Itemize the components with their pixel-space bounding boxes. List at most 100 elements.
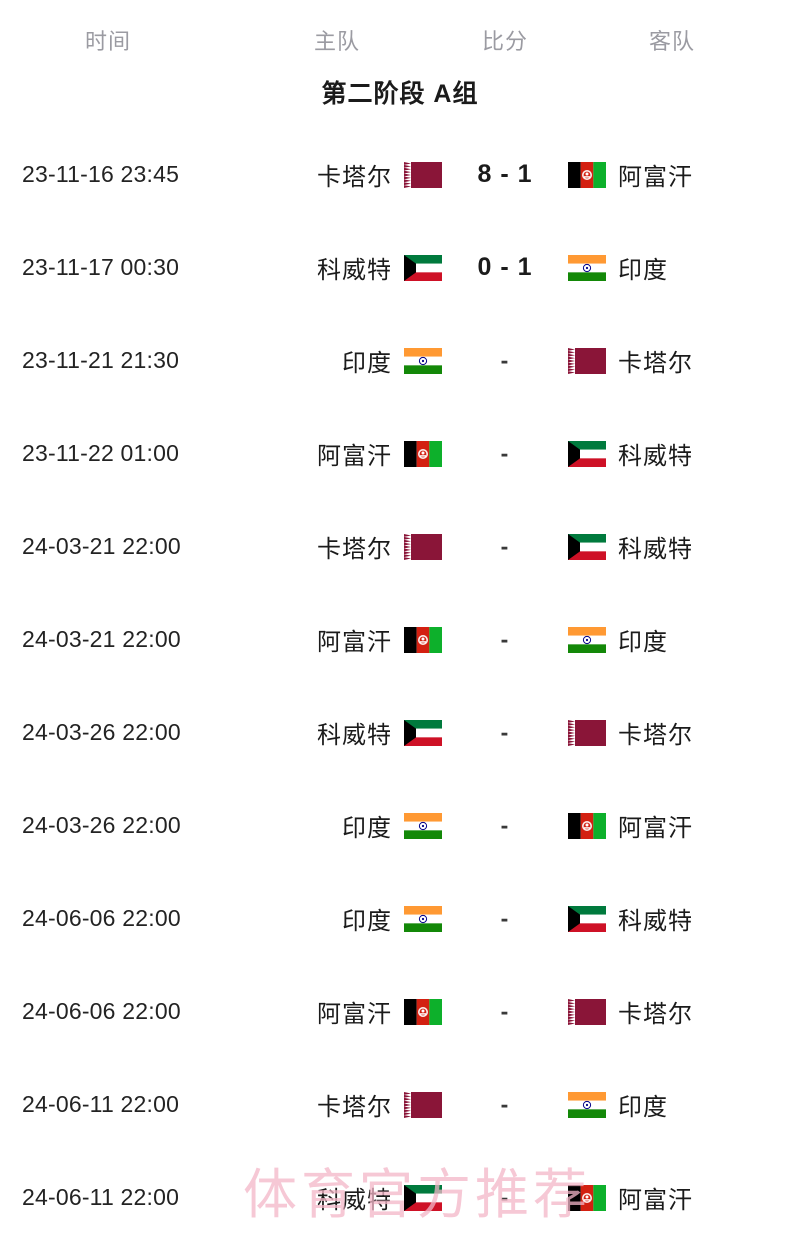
match-row[interactable]: 24-06-11 22:00 卡塔尔 - 印度 [0,1058,800,1151]
home-team[interactable]: 科威特 [260,221,442,314]
match-row[interactable]: 24-03-21 22:00 阿富汗 - 印度 [0,593,800,686]
india-flag [568,1091,606,1118]
home-team[interactable]: 科威特 [260,1151,442,1244]
away-team[interactable]: 印度 [568,221,778,314]
away-team[interactable]: 卡塔尔 [568,686,778,779]
home-team-name: 阿富汗 [317,1001,392,1028]
match-list: 23-11-16 23:45 卡塔尔 8 - 1 阿富汗 23-11-17 00:30 科… [0,128,800,1244]
india-flag [568,254,606,281]
home-team[interactable]: 印度 [260,779,442,872]
column-header-away: 客队 [648,29,696,54]
home-team[interactable]: 印度 [260,872,442,965]
away-team[interactable]: 科威特 [568,407,778,500]
home-team-name: 印度 [342,815,392,842]
afghanistan-flag [404,626,442,653]
home-team-name: 卡塔尔 [317,1094,392,1121]
india-flag [568,626,606,653]
away-team-name: 阿富汗 [618,1187,693,1214]
away-team-name: 卡塔尔 [618,722,693,749]
home-team[interactable]: 阿富汗 [260,407,442,500]
away-team-name: 阿富汗 [618,164,693,191]
india-flag [404,905,442,932]
kuwait-flag [568,905,606,932]
afghanistan-flag [404,998,442,1025]
column-header-score: 比分 [481,29,529,54]
match-row[interactable]: 24-06-06 22:00 印度 - 科威特 [0,872,800,965]
match-score-placeholder: - [500,905,510,931]
away-team[interactable]: 阿富汗 [568,1151,778,1244]
home-team-name: 科威特 [317,1187,392,1214]
kuwait-flag [404,1184,442,1211]
match-time: 24-03-26 22:00 [22,812,181,838]
match-row[interactable]: 23-11-21 21:30 印度 - 卡塔尔 [0,314,800,407]
match-time: 23-11-16 23:45 [22,161,180,187]
match-time: 24-06-11 22:00 [22,1184,180,1210]
match-score-placeholder: - [500,1091,510,1117]
home-team[interactable]: 阿富汗 [260,965,442,1058]
away-team-name: 卡塔尔 [618,350,693,377]
match-time: 23-11-22 01:00 [22,440,180,466]
match-score-placeholder: - [500,719,510,745]
match-time: 24-03-21 22:00 [22,626,181,652]
qatar-flag [568,347,606,374]
home-team[interactable]: 卡塔尔 [260,128,442,221]
match-time: 24-06-06 22:00 [22,905,181,931]
away-team[interactable]: 阿富汗 [568,128,778,221]
home-team[interactable]: 科威特 [260,686,442,779]
match-row[interactable]: 24-03-26 22:00 印度 - 阿富汗 [0,779,800,872]
away-team[interactable]: 阿富汗 [568,779,778,872]
kuwait-flag [568,533,606,560]
afghanistan-flag [568,161,606,188]
qatar-flag [404,533,442,560]
home-team[interactable]: 卡塔尔 [260,500,442,593]
home-team[interactable]: 卡塔尔 [260,1058,442,1151]
match-time: 24-03-26 22:00 [22,719,181,745]
away-team[interactable]: 科威特 [568,500,778,593]
match-score-placeholder: - [500,347,510,373]
match-score-placeholder: - [500,440,510,466]
home-team[interactable]: 阿富汗 [260,593,442,686]
column-header-time: 时间 [84,29,132,54]
match-row[interactable]: 24-06-11 22:00 科威特 - 阿富汗 [0,1151,800,1244]
match-row[interactable]: 23-11-16 23:45 卡塔尔 8 - 1 阿富汗 [0,128,800,221]
match-score: 8 - 1 [477,160,533,188]
away-team[interactable]: 印度 [568,1058,778,1151]
home-team-name: 科威特 [317,257,392,284]
qatar-flag [568,719,606,746]
away-team-name: 科威特 [618,536,693,563]
group-title-label: 第二阶段 A组 [321,80,479,108]
away-team-name: 科威特 [618,443,693,470]
away-team-name: 阿富汗 [618,815,693,842]
match-row[interactable]: 24-03-21 22:00 卡塔尔 - 科威特 [0,500,800,593]
home-team-name: 阿富汗 [317,629,392,656]
match-row[interactable]: 23-11-17 00:30 科威特 0 - 1 印度 [0,221,800,314]
match-row[interactable]: 24-03-26 22:00 科威特 - 卡塔尔 [0,686,800,779]
qatar-flag [568,998,606,1025]
afghanistan-flag [404,440,442,467]
match-time: 24-03-21 22:00 [22,533,181,559]
match-row[interactable]: 23-11-22 01:00 阿富汗 - 科威特 [0,407,800,500]
match-row[interactable]: 24-06-06 22:00 阿富汗 - 卡塔尔 [0,965,800,1058]
match-time: 24-06-06 22:00 [22,998,181,1024]
afghanistan-flag [568,1184,606,1211]
match-score-placeholder: - [500,533,510,559]
away-team-name: 卡塔尔 [618,1001,693,1028]
home-team[interactable]: 印度 [260,314,442,407]
match-time: 23-11-21 21:30 [22,347,180,373]
away-team[interactable]: 卡塔尔 [568,965,778,1058]
away-team-name: 印度 [618,257,668,284]
away-team[interactable]: 卡塔尔 [568,314,778,407]
away-team[interactable]: 印度 [568,593,778,686]
away-team-name: 科威特 [618,908,693,935]
kuwait-flag [404,254,442,281]
qatar-flag [404,161,442,188]
match-score-placeholder: - [500,626,510,652]
home-team-name: 阿富汗 [317,443,392,470]
match-time: 23-11-17 00:30 [22,254,180,280]
away-team[interactable]: 科威特 [568,872,778,965]
match-score-placeholder: - [500,998,510,1024]
match-score-placeholder: - [500,812,510,838]
column-header-home: 主队 [313,29,361,54]
group-title: 第二阶段 A组 [0,74,800,110]
